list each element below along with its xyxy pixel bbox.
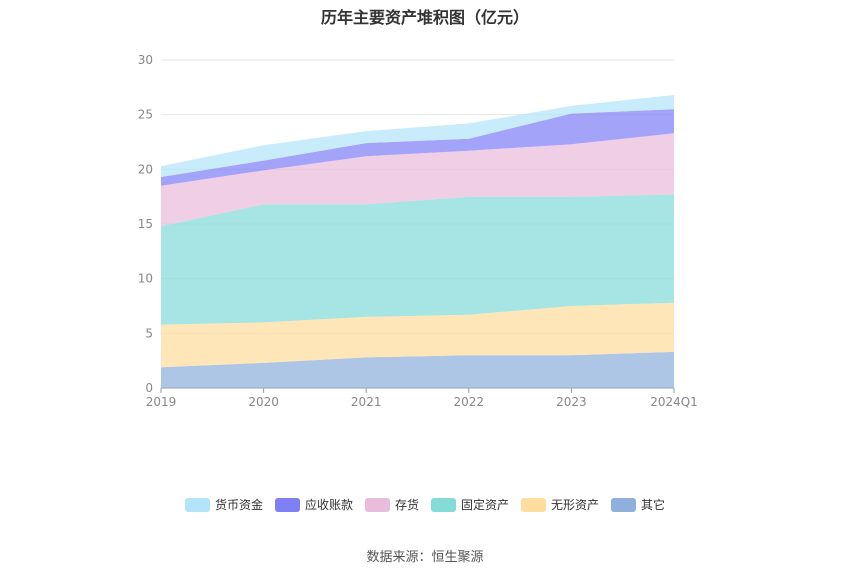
x-tick-label: 2023: [556, 395, 587, 409]
legend-swatch: [611, 497, 637, 512]
area-series-2: [161, 194, 674, 325]
x-tick-label: 2024Q1: [650, 395, 698, 409]
legend-label: 无形资产: [551, 498, 600, 512]
area-series-4: [161, 109, 674, 186]
chart-title: 历年主要资产堆积图（亿元）: [320, 8, 529, 27]
legend-item[interactable]: 其它: [611, 496, 665, 513]
area-series-3: [161, 133, 674, 227]
y-tick-label: 25: [138, 108, 153, 122]
legend-swatch: [431, 497, 456, 512]
legend-swatch: [521, 497, 547, 512]
legend-item[interactable]: 应收账款: [274, 496, 353, 513]
y-tick-label: 10: [138, 272, 153, 286]
legend-label: 应收账款: [304, 498, 353, 512]
chart-legend: 货币资金 应收账款 存货 固定资产 无形资产 其它: [0, 496, 850, 513]
y-tick-label: 0: [145, 381, 153, 395]
area-series-5: [161, 95, 674, 177]
legend-label: 固定资产: [461, 498, 510, 512]
y-tick-label: 30: [138, 53, 153, 67]
x-tick-label: 2020: [248, 395, 279, 409]
legend-item[interactable]: 无形资产: [521, 496, 599, 513]
legend-swatch: [274, 497, 300, 512]
y-tick-label: 5: [145, 326, 153, 340]
x-tick-label: 2019: [146, 395, 177, 409]
legend-swatch: [184, 497, 210, 512]
legend-item[interactable]: 固定资产: [431, 496, 509, 513]
x-tick-label: 2022: [454, 395, 485, 409]
y-tick-label: 15: [138, 217, 153, 231]
legend-label: 其它: [641, 498, 666, 512]
x-tick-label: 2021: [351, 395, 382, 409]
area-series-0: [161, 351, 674, 388]
data-source: 数据来源：恒生聚源: [366, 550, 484, 565]
legend-label: 货币资金: [214, 498, 263, 512]
legend-swatch: [364, 497, 390, 512]
legend-item[interactable]: 货币资金: [184, 496, 263, 513]
y-tick-label: 20: [138, 162, 153, 176]
legend-item[interactable]: 存货: [364, 496, 419, 513]
area-series-1: [161, 302, 674, 368]
legend-label: 存货: [394, 498, 419, 512]
